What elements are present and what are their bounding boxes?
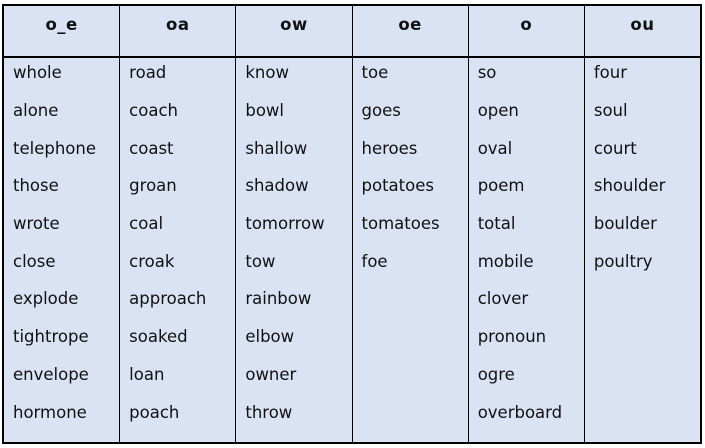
word: approach [129, 289, 207, 309]
word: soaked [129, 327, 188, 347]
word: explode [13, 289, 79, 309]
word: know [245, 63, 289, 83]
word: foe [361, 251, 388, 271]
word: coal [129, 214, 164, 234]
word: envelope [13, 364, 89, 384]
word: pronoun [477, 327, 547, 347]
word: potatoes [361, 176, 434, 196]
word: so [477, 63, 497, 83]
word: poultry [593, 251, 653, 271]
word: clover [477, 289, 529, 309]
column-header: oe [352, 6, 468, 58]
word: shadow [245, 176, 309, 196]
word: bowl [245, 101, 284, 121]
word: telephone [13, 138, 96, 158]
word: ogre [477, 364, 515, 384]
word: boulder [593, 214, 657, 234]
word: rainbow [245, 289, 312, 309]
word: tomorrow [245, 214, 325, 234]
word: those [13, 176, 59, 196]
word: court [593, 138, 637, 158]
word: alone [13, 101, 59, 121]
word: heroes [361, 138, 418, 158]
word: tomatoes [361, 214, 440, 234]
word: wrote [13, 214, 60, 234]
word: open [477, 101, 519, 121]
word: tightrope [13, 327, 89, 347]
table-column-oa: oa road coach coast groan coal croak approach s… [120, 6, 237, 442]
table-column-ow: ow know bowl shallow shadow tomorrow tow rainb… [236, 6, 353, 442]
phonics-word-sort-table: o_e whole alone telephone those wrote close ex… [2, 4, 702, 444]
word-list: so open oval poem total mobile clover pronoun og… [469, 54, 584, 442]
word: hormone [13, 402, 87, 422]
table-column-oe: oe toe goes heroes potatoes tomatoes foe [352, 6, 469, 442]
word: poem [477, 176, 525, 196]
word-list: whole alone telephone those wrote close explod… [4, 54, 119, 442]
word: total [477, 214, 516, 234]
word: road [129, 63, 167, 83]
table-column-o_e: o_e whole alone telephone those wrote close ex… [4, 6, 121, 442]
word: shoulder [593, 176, 666, 196]
word: overboard [477, 402, 563, 422]
word-list: road coach coast groan coal croak approach soak… [120, 54, 235, 442]
column-header: ou [584, 6, 701, 58]
word: groan [129, 176, 177, 196]
word: whole [13, 63, 62, 83]
word: croak [129, 251, 175, 271]
word: loan [129, 364, 165, 384]
word-list: know bowl shallow shadow tomorrow tow rainbow e… [236, 54, 351, 442]
word: four [593, 63, 628, 83]
column-header: oa [120, 6, 236, 58]
word-list: toe goes heroes potatoes tomatoes foe [353, 54, 468, 442]
word: goes [361, 101, 401, 121]
word: elbow [245, 327, 295, 347]
word: close [13, 251, 56, 271]
word-list: four soul court shoulder boulder poultry [585, 54, 700, 442]
word: soul [593, 101, 628, 121]
word: oval [477, 138, 513, 158]
word: poach [129, 402, 180, 422]
table-column-ou: ou four soul court shoulder boulder poultry [584, 6, 701, 442]
word: toe [361, 63, 389, 83]
column-header: o_e [4, 6, 120, 58]
word: coast [129, 138, 174, 158]
word: mobile [477, 251, 534, 271]
word: owner [245, 364, 297, 384]
column-header: ow [236, 6, 352, 58]
word: throw [245, 402, 293, 422]
word: tow [245, 251, 276, 271]
table-column-o: o so open oval poem total mobile clover pronoun… [468, 6, 585, 442]
word: shallow [245, 138, 308, 158]
column-header: o [468, 6, 584, 58]
word: coach [129, 101, 178, 121]
